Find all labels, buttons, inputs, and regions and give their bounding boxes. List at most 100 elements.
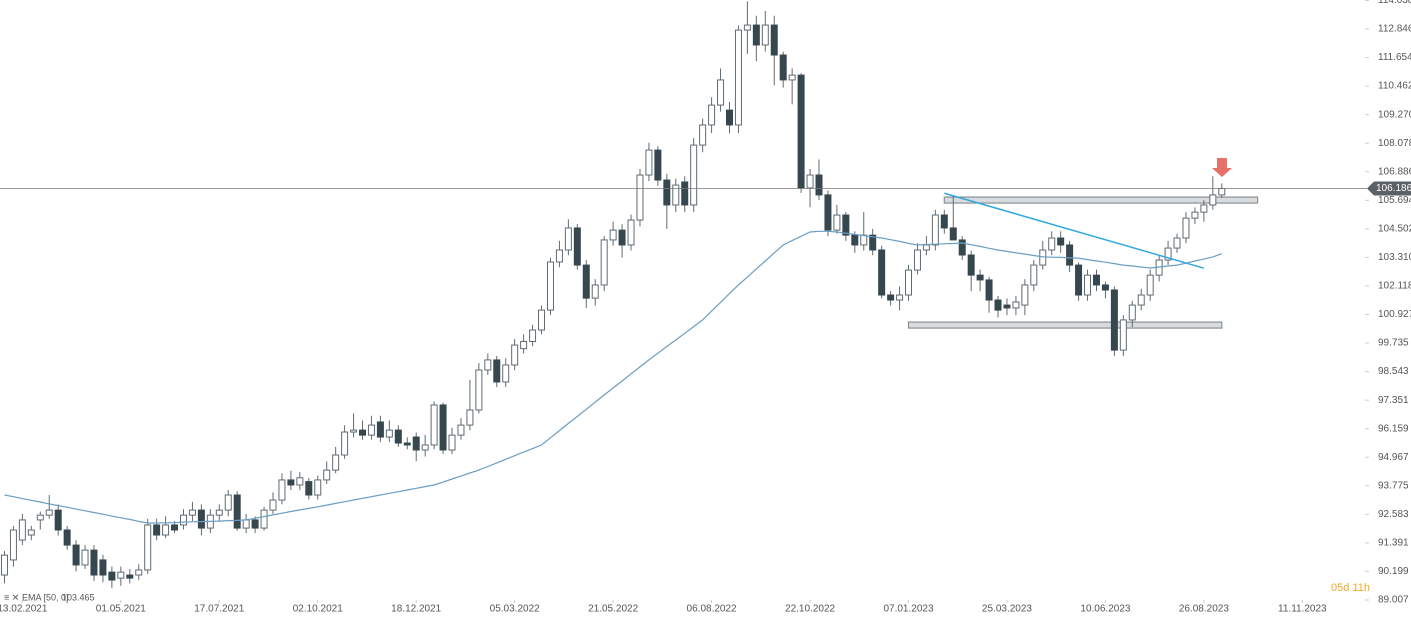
- candle-body: [761, 24, 769, 46]
- candle-body: [63, 529, 71, 546]
- candle-body: [672, 184, 680, 206]
- y-tick-label: 103.310: [1378, 252, 1411, 263]
- candle-body: [457, 424, 465, 436]
- candle-body: [466, 409, 474, 426]
- indicator-name: EMA [50, 0]: [22, 592, 69, 602]
- y-tick-label: 91.391: [1378, 538, 1409, 549]
- candle-body: [824, 194, 832, 231]
- candle-body: [153, 524, 161, 536]
- candle-body: [931, 214, 939, 246]
- candle-body: [1075, 264, 1083, 296]
- candle-body: [484, 359, 492, 371]
- candle-body: [412, 436, 420, 451]
- candle-body: [233, 494, 241, 529]
- x-tick-label: 10.06.2023: [1080, 604, 1130, 615]
- candle-body: [1164, 247, 1172, 261]
- candle-body: [555, 249, 563, 263]
- indicator-icons: ≡ ✕: [4, 592, 19, 602]
- candle-body: [770, 24, 778, 56]
- candle-body: [725, 109, 733, 126]
- candle-body: [1146, 274, 1154, 296]
- candle-body: [564, 227, 572, 251]
- candle-body: [922, 244, 930, 251]
- candle-body: [305, 481, 313, 496]
- candle-body: [860, 234, 868, 246]
- candle-body: [144, 524, 152, 571]
- y-tick-label: 93.775: [1378, 480, 1409, 491]
- y-tick-label: 92.583: [1378, 509, 1409, 520]
- candle-body: [126, 574, 134, 579]
- candle-body: [108, 571, 116, 581]
- candle-body: [851, 234, 859, 246]
- candle-body: [475, 369, 483, 411]
- candle-body: [833, 214, 841, 231]
- candle-body: [332, 454, 340, 471]
- x-tick-label: 06.08.2022: [687, 604, 737, 615]
- x-tick-label: 11.11.2023: [1278, 604, 1327, 615]
- x-tick-label: 07.01.2023: [883, 604, 933, 615]
- candle-body: [1200, 204, 1208, 213]
- candle-body: [717, 79, 725, 106]
- candle-body: [224, 494, 232, 511]
- candle-body: [1003, 304, 1011, 309]
- candle-body: [81, 549, 89, 566]
- x-tick-label: 05.03.2022: [490, 604, 540, 615]
- x-tick-label: 13.02.2021: [0, 604, 48, 615]
- y-tick-label: 99.735: [1378, 338, 1409, 349]
- candle-body: [421, 444, 429, 451]
- candle-body: [359, 429, 367, 436]
- candle-body: [636, 174, 644, 221]
- candle-body: [242, 519, 250, 529]
- y-tick-label: 100.927: [1378, 309, 1411, 320]
- candle-body: [985, 279, 993, 301]
- candle-body: [72, 544, 80, 566]
- candle-body: [27, 529, 35, 536]
- x-tick-label: 22.10.2022: [785, 604, 835, 615]
- candle-body: [529, 329, 537, 342]
- candle-body: [171, 524, 179, 531]
- candle-body: [958, 239, 966, 256]
- candle-body: [0, 554, 8, 576]
- candle-body: [376, 421, 384, 438]
- candle-body: [896, 294, 904, 301]
- candle-body: [9, 529, 17, 561]
- price-label: 106.186: [1376, 183, 1411, 194]
- candle-body: [260, 509, 268, 529]
- candle-body: [117, 571, 125, 579]
- y-tick-label: 97.351: [1378, 395, 1409, 406]
- candle-body: [439, 404, 447, 451]
- candle-body: [887, 294, 895, 301]
- candle-body: [609, 229, 617, 241]
- candle-body: [654, 149, 662, 181]
- candle-body: [448, 434, 456, 451]
- candle-body: [135, 569, 143, 576]
- candle-body: [573, 227, 581, 266]
- candle-body: [1119, 319, 1127, 351]
- candle-body: [663, 179, 671, 206]
- x-tick-label: 17.07.2021: [194, 604, 244, 615]
- candle-body: [197, 509, 205, 529]
- candle-body: [699, 124, 707, 146]
- y-tick-label: 96.159: [1378, 423, 1409, 434]
- candle-body: [269, 499, 277, 511]
- signal-arrow: [1212, 158, 1232, 177]
- candle-body: [797, 74, 805, 189]
- candle-body: [287, 479, 295, 486]
- ema-line: [4, 230, 1223, 524]
- candle-body: [1092, 274, 1100, 286]
- zone: [943, 196, 1259, 204]
- candle-body: [627, 219, 635, 246]
- y-tick-label: 98.543: [1378, 366, 1409, 377]
- candle-body: [878, 249, 886, 296]
- candle-body: [976, 274, 984, 281]
- x-tick-label: 02.10.2021: [293, 604, 343, 615]
- candle-body: [734, 29, 742, 126]
- candle-body: [215, 509, 223, 516]
- candle-body: [1128, 304, 1136, 321]
- candle-body: [18, 519, 26, 541]
- candle-body: [394, 429, 402, 444]
- candle-body: [538, 309, 546, 331]
- candle-body: [869, 234, 877, 251]
- candle-body: [179, 514, 187, 526]
- candle-body: [645, 149, 653, 176]
